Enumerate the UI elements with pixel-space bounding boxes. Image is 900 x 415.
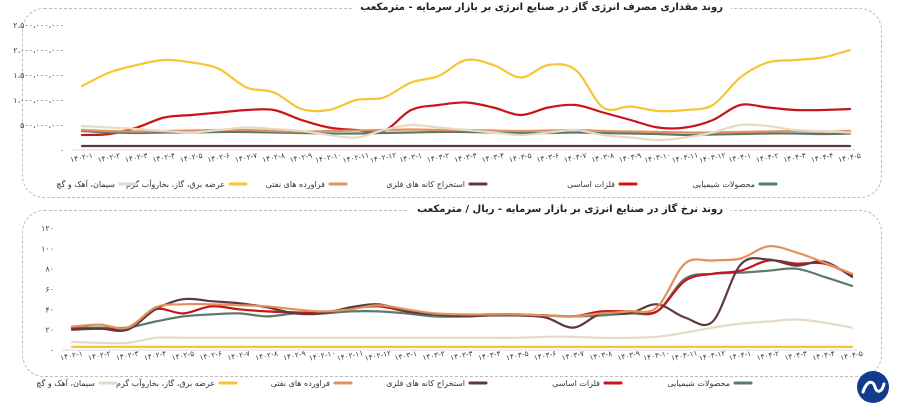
y-tick-label: ۲،۵۰۰،۰۰۰،۰۰۰ [13, 21, 64, 30]
legend-label: استخراج کانه های فلزی [386, 379, 465, 388]
x-tick-label: ۱۴۰۲-۶ [199, 349, 223, 363]
series-line-1 [70, 259, 854, 331]
x-tick-label: ۱۴۰۳-۴ [477, 349, 501, 363]
x-tick-label: ۱۴۰۲-۱۲ [364, 348, 392, 362]
rate-chart-panel: روند نرخ گاز در صنایع انرژی بر بازار سرم… [22, 204, 882, 377]
y-tick-label: ۱۰۰ [41, 244, 54, 253]
series-line-4 [80, 123, 852, 142]
legend-label: محصولات شیمیایی [692, 180, 755, 189]
x-tick-label: ۱۴۰۴-۲ [756, 349, 780, 363]
consumption-chart-title: روند مقداری مصرف انرژی گاز در صنایع انرژ… [352, 2, 731, 13]
x-tick-label: ۱۴۰۲-۷ [227, 349, 251, 363]
y-tick-label: ۲۰ [45, 326, 54, 335]
x-tick-label: ۱۴۰۲-۳ [115, 349, 139, 363]
y-tick-label: ۰ [60, 146, 64, 155]
x-tick-label: ۱۴۰۳-۶ [533, 349, 557, 363]
y-tick-label: ۴۰ [45, 305, 54, 314]
legend-label: عرضه برق، گاز، بخاروآب گرم [126, 179, 225, 189]
legend-label: فراورده های نفتی [266, 180, 325, 189]
x-tick-label: ۱۴۰۳-۹ [617, 349, 641, 363]
x-tick-label: ۱۴۰۴-۵ [839, 349, 863, 363]
consumption-line-chart: ۰ ۵۰۰،۰۰۰،۰۰۰ ۱،۰۰۰،۰۰۰،۰۰۰ ۱،۵۰۰،۰۰۰،۰۰۰ ۲،… [13, 21, 861, 189]
rate-chart-title: روند نرخ گاز در صنایع انرژی بر بازار سرم… [409, 204, 731, 215]
legend-label: فراورده های نفتی [271, 379, 330, 388]
x-tick-label: ۱۴۰۲-۴ [143, 349, 167, 363]
y-tick-label: ۶۰ [45, 285, 54, 294]
series-line-2 [80, 129, 852, 137]
y-tick-label: ۰ [50, 346, 54, 355]
x-tick-label: ۱۴۰۲-۱ [59, 349, 83, 363]
y-tick-label: ۵۰۰،۰۰۰،۰۰۰ [20, 121, 64, 130]
x-tick-label: ۱۴۰۳-۱۱ [670, 348, 698, 362]
series-line-3 [70, 245, 854, 330]
x-tick-label: ۱۴۰۲-۵ [171, 349, 195, 363]
x-tick-label: ۱۴۰۳-۷ [561, 349, 585, 363]
y-tick-label: ۱،۵۰۰،۰۰۰،۰۰۰ [13, 71, 64, 80]
legend-label: سیمان، آهک و گچ [56, 179, 115, 189]
x-tick-label: ۱۴۰۳-۱۲ [698, 348, 726, 362]
x-tick-label: ۱۴۰۲-۲ [87, 349, 111, 363]
x-tick-label: ۱۴۰۳-۱۰ [642, 348, 670, 362]
series-line-0 [80, 48, 852, 113]
legend-label: سیمان، آهک و گچ [36, 378, 95, 388]
x-tick-label: ۱۴۰۲-۱۱ [336, 348, 364, 362]
legend-label: استخراج کانه های فلزی [386, 180, 465, 189]
x-tick-label: ۱۴۰۴-۴ [812, 349, 836, 363]
x-tick-label: ۱۴۰۳-۱ [394, 349, 418, 363]
brand-logo-icon [857, 371, 889, 403]
x-tick-label: ۱۴۰۴-۳ [784, 349, 808, 363]
y-tick-label: ۱،۰۰۰،۰۰۰،۰۰۰ [13, 96, 64, 105]
x-tick-label: ۱۴۰۳-۸ [589, 349, 613, 363]
legend-label: فلزات اساسی [567, 180, 615, 189]
x-tick-label: ۱۴۰۳-۳ [449, 349, 473, 363]
y-tick-label: ۲،۰۰۰،۰۰۰،۰۰۰ [13, 46, 64, 55]
x-tick-label: ۱۴۰۳-۵ [505, 349, 529, 363]
x-tick-label: ۱۴۰۳-۲ [422, 349, 446, 363]
y-tick-label: ۸۰ [45, 265, 54, 274]
x-tick-label: ۱۴۰۴-۱ [728, 349, 752, 363]
y-tick-label: ۱۲۰ [41, 224, 54, 233]
legend-label: فلزات اساسی [552, 379, 600, 388]
legend-label: محصولات شیمیایی [667, 379, 730, 388]
series-line-1 [80, 101, 852, 137]
x-tick-label: ۱۴۰۲-۹ [282, 349, 306, 363]
x-tick-label: ۱۴۰۲-۱۰ [308, 348, 336, 362]
consumption-chart-panel: روند مقداری مصرف انرژی گاز در صنایع انرژ… [22, 2, 882, 198]
series-line-2 [70, 257, 854, 332]
legend-label: عرضه برق، گاز، بخاروآب گرم [116, 378, 215, 388]
series-line-5 [70, 318, 854, 345]
x-tick-label: ۱۴۰۲-۸ [254, 349, 278, 363]
